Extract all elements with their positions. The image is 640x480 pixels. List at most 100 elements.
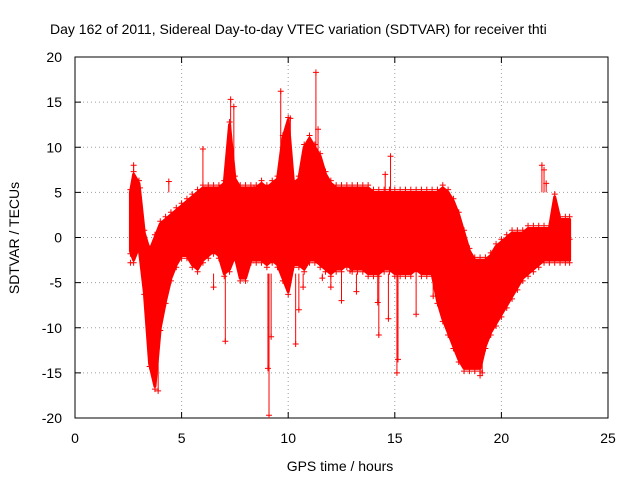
y-tick-label: 10 (46, 139, 62, 155)
data-point (466, 245, 473, 252)
data-point (247, 259, 254, 266)
data-point (386, 268, 393, 275)
data-point (519, 227, 526, 234)
data-point (127, 250, 134, 257)
data-point (429, 273, 436, 280)
data-point (312, 69, 319, 76)
data-point (347, 267, 354, 274)
data-point (418, 186, 425, 193)
data-point (541, 166, 548, 173)
data-point (295, 306, 302, 313)
data-point (370, 186, 377, 193)
data-point (370, 273, 377, 280)
data-point (292, 340, 299, 347)
data-point (282, 133, 289, 140)
data-point (447, 320, 454, 327)
data-point (430, 293, 437, 300)
y-tick-labels: -20 -15 -10 -5 0 5 10 15 20 (42, 49, 62, 426)
y-tick-label: -20 (42, 410, 62, 426)
data-point (359, 182, 366, 189)
data-point (311, 141, 318, 148)
data-point (519, 277, 526, 284)
data-point (514, 286, 521, 293)
data-point (199, 259, 206, 266)
data-point (450, 195, 457, 202)
data-point (210, 182, 217, 189)
data-point (189, 191, 196, 198)
data-point (343, 182, 350, 189)
data-point (205, 255, 212, 262)
data-point (461, 368, 468, 375)
data-point (178, 200, 185, 207)
data-point (423, 273, 430, 280)
data-point (135, 246, 142, 253)
x-tick-label: 5 (178, 430, 186, 446)
data-point (333, 268, 340, 275)
data-point (183, 255, 190, 262)
data-point (263, 182, 270, 189)
data-point (189, 264, 196, 271)
data-point (391, 186, 398, 193)
data-point (482, 345, 489, 352)
data-point (274, 173, 281, 180)
data-point (231, 173, 238, 180)
data-point (263, 264, 270, 271)
data-point (343, 264, 350, 271)
sdtvar-density-band (128, 118, 572, 388)
outlier-markers (127, 69, 573, 419)
x-tick-label: 25 (600, 430, 616, 446)
data-point (402, 273, 409, 280)
data-point (162, 300, 169, 307)
data-point (354, 268, 361, 275)
data-point (274, 264, 281, 271)
data-point (381, 268, 388, 275)
y-tick-label: -5 (50, 275, 63, 291)
data-point (434, 300, 441, 307)
data-point (151, 386, 158, 393)
data-point (167, 209, 174, 216)
data-point (354, 182, 361, 189)
data-point (393, 369, 400, 376)
data-point (375, 186, 382, 193)
data-point (215, 182, 222, 189)
data-point (279, 277, 286, 284)
data-point (327, 177, 334, 184)
data-point (525, 273, 532, 280)
data-point (317, 264, 324, 271)
data-point (439, 182, 446, 189)
data-point (543, 180, 550, 187)
data-point (231, 255, 238, 262)
data-point (194, 268, 201, 275)
x-tick-label: 10 (280, 430, 296, 446)
data-point (130, 162, 137, 169)
data-point (165, 178, 172, 185)
data-point (413, 186, 420, 193)
data-point (221, 273, 228, 280)
data-point (322, 268, 329, 275)
chart-title: Day 162 of 2011, Sidereal Day-to-day VTE… (50, 21, 547, 37)
plot-frame (74, 56, 609, 419)
data-point (247, 182, 254, 189)
data-point (455, 359, 462, 366)
data-point (222, 338, 229, 345)
data-point (264, 365, 271, 372)
data-point (535, 222, 542, 229)
data-point (407, 186, 414, 193)
data-point (199, 146, 206, 153)
x-tick-label: 20 (494, 430, 510, 446)
data-point (394, 356, 401, 363)
data-point (445, 331, 452, 338)
data-point (333, 182, 340, 189)
data-point (242, 277, 249, 284)
data-point (387, 153, 394, 160)
data-point (382, 171, 389, 178)
data-point (251, 184, 258, 191)
data-point (498, 313, 505, 320)
data-point (546, 222, 553, 229)
data-point (482, 254, 489, 261)
data-point (381, 186, 388, 193)
data-point (242, 182, 249, 189)
data-point (365, 273, 372, 280)
data-point (327, 284, 334, 291)
data-point (503, 231, 510, 238)
